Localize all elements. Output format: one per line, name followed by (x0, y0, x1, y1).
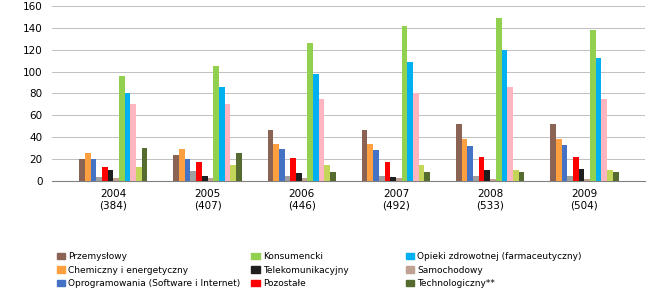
Bar (236, 152, 242, 181)
Bar (136, 167, 141, 181)
Bar (501, 50, 507, 181)
Bar (379, 175, 385, 181)
Bar (325, 165, 330, 181)
Bar (408, 62, 413, 181)
Bar (91, 159, 96, 181)
Bar (267, 130, 273, 181)
Bar (173, 155, 179, 181)
Bar (313, 74, 319, 181)
Legend: Przemysłowy, Chemiczny i energetyczny, Oprogramowania (Software i Internet), Kos: Przemysłowy, Chemiczny i energetyczny, O… (57, 252, 582, 292)
Bar (319, 99, 325, 181)
Bar (556, 140, 561, 181)
Bar (561, 145, 567, 181)
Bar (102, 167, 108, 181)
Bar (607, 170, 613, 181)
Bar (207, 178, 213, 181)
Bar (141, 148, 147, 181)
Bar (584, 179, 590, 181)
Bar (613, 172, 619, 181)
Bar (490, 179, 496, 181)
Bar (467, 146, 473, 181)
Bar (368, 144, 373, 181)
Bar (113, 178, 119, 181)
Bar (579, 169, 584, 181)
Bar (601, 99, 607, 181)
Bar (179, 149, 185, 181)
Bar (385, 162, 391, 181)
Bar (224, 105, 230, 181)
Bar (518, 172, 524, 181)
Bar (391, 177, 396, 181)
Bar (273, 144, 279, 181)
Bar (213, 66, 219, 181)
Bar (462, 140, 467, 181)
Bar (279, 149, 285, 181)
Bar (596, 58, 601, 181)
Bar (573, 157, 579, 181)
Bar (202, 175, 207, 181)
Bar (119, 76, 125, 181)
Bar (79, 159, 85, 181)
Bar (108, 170, 113, 181)
Bar (96, 177, 102, 181)
Bar (402, 26, 408, 181)
Bar (424, 172, 430, 181)
Bar (567, 175, 573, 181)
Bar (513, 170, 518, 181)
Bar (507, 87, 513, 181)
Bar (590, 30, 596, 181)
Bar (190, 171, 196, 181)
Bar (196, 162, 202, 181)
Bar (130, 105, 136, 181)
Bar (479, 157, 484, 181)
Bar (307, 43, 313, 181)
Bar (550, 124, 556, 181)
Bar (413, 93, 419, 181)
Bar (419, 165, 424, 181)
Bar (230, 165, 236, 181)
Bar (330, 172, 336, 181)
Bar (496, 18, 501, 181)
Bar (396, 178, 402, 181)
Bar (85, 152, 91, 181)
Bar (373, 150, 379, 181)
Bar (362, 130, 368, 181)
Bar (456, 124, 462, 181)
Bar (185, 159, 190, 181)
Bar (296, 173, 302, 181)
Bar (285, 175, 290, 181)
Bar (302, 178, 307, 181)
Bar (219, 87, 224, 181)
Bar (290, 158, 296, 181)
Bar (125, 93, 130, 181)
Bar (484, 170, 490, 181)
Bar (473, 175, 479, 181)
